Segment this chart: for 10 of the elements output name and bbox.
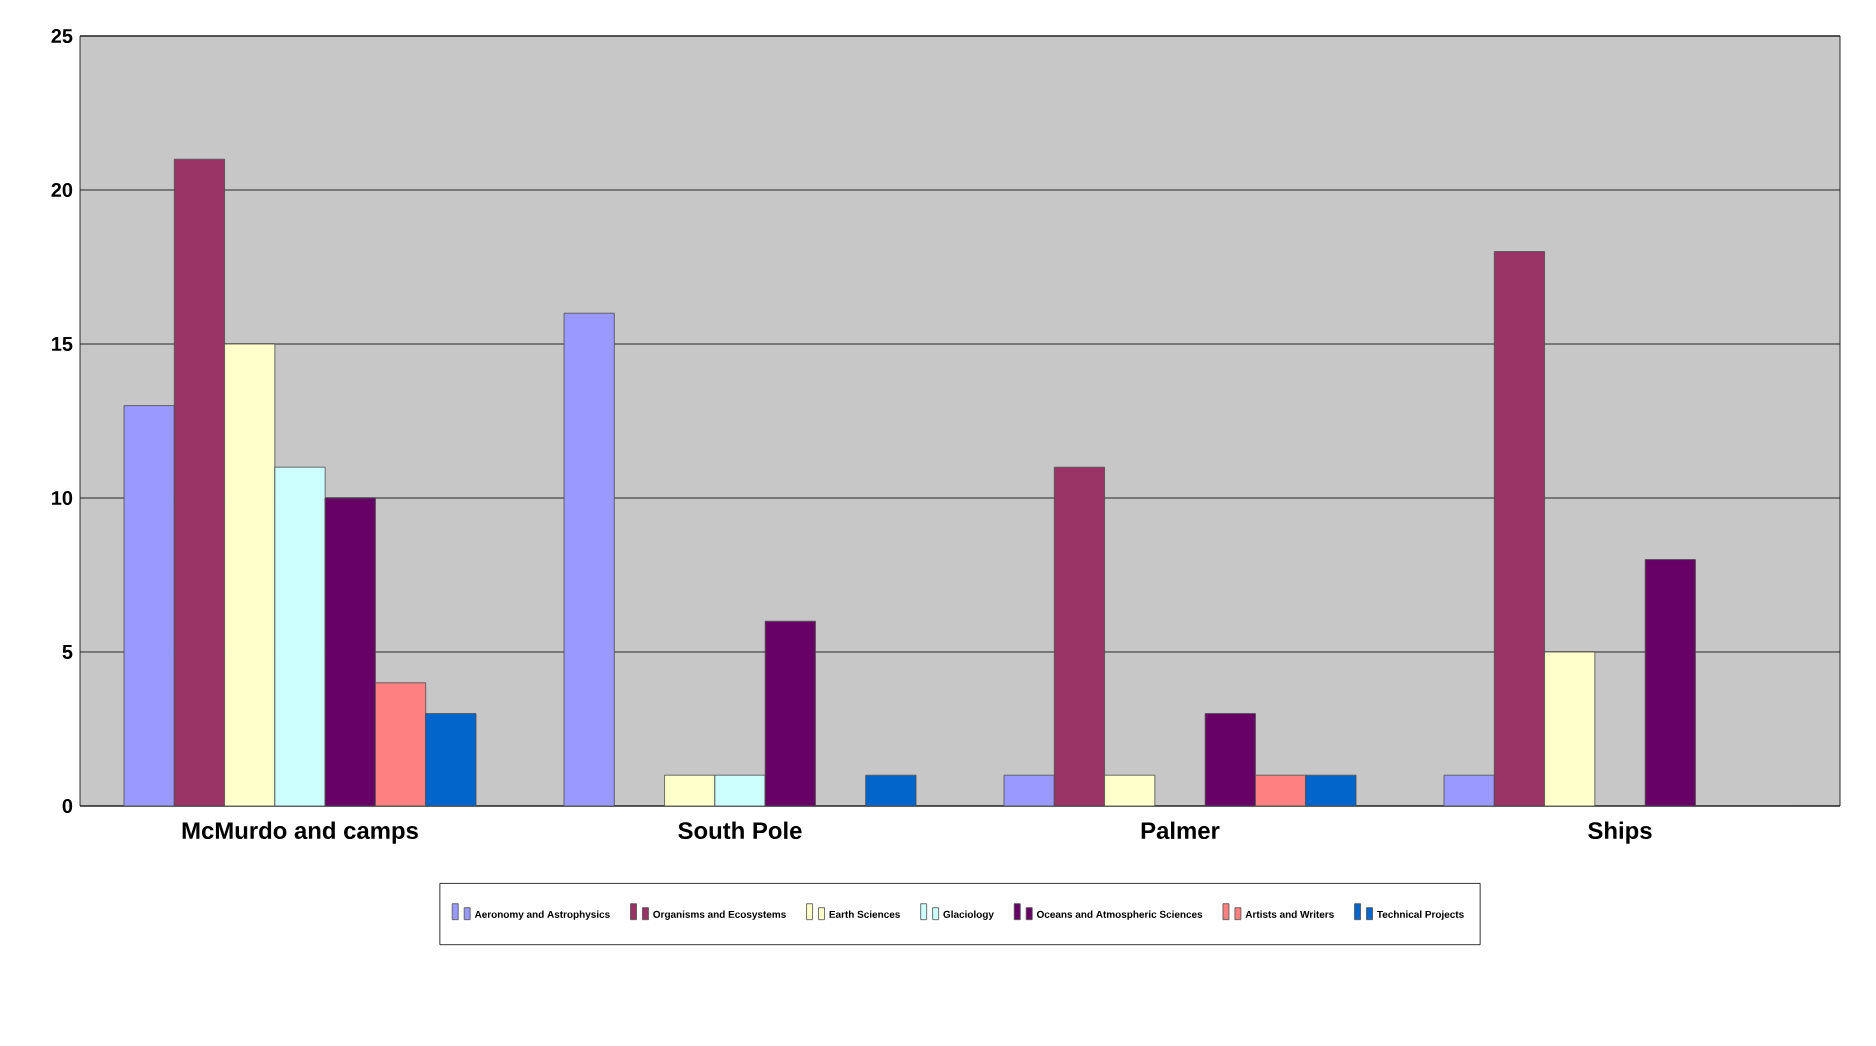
- y-tick-label: 10: [52, 490, 73, 506]
- y-tick-label: 15: [52, 337, 73, 351]
- y-tick-label: 20: [51, 182, 73, 198]
- y-tick-label: 5: [62, 645, 73, 659]
- x-tick-label: Ships: [1588, 821, 1652, 844]
- x-tick-label: South Pole: [678, 821, 802, 840]
- y-tick-label: 0: [62, 798, 73, 814]
- x-tick-label: McMurdo and camps: [182, 821, 418, 844]
- y-tick-label: 25: [51, 28, 73, 44]
- x-tick-label: Palmer: [1141, 821, 1220, 840]
